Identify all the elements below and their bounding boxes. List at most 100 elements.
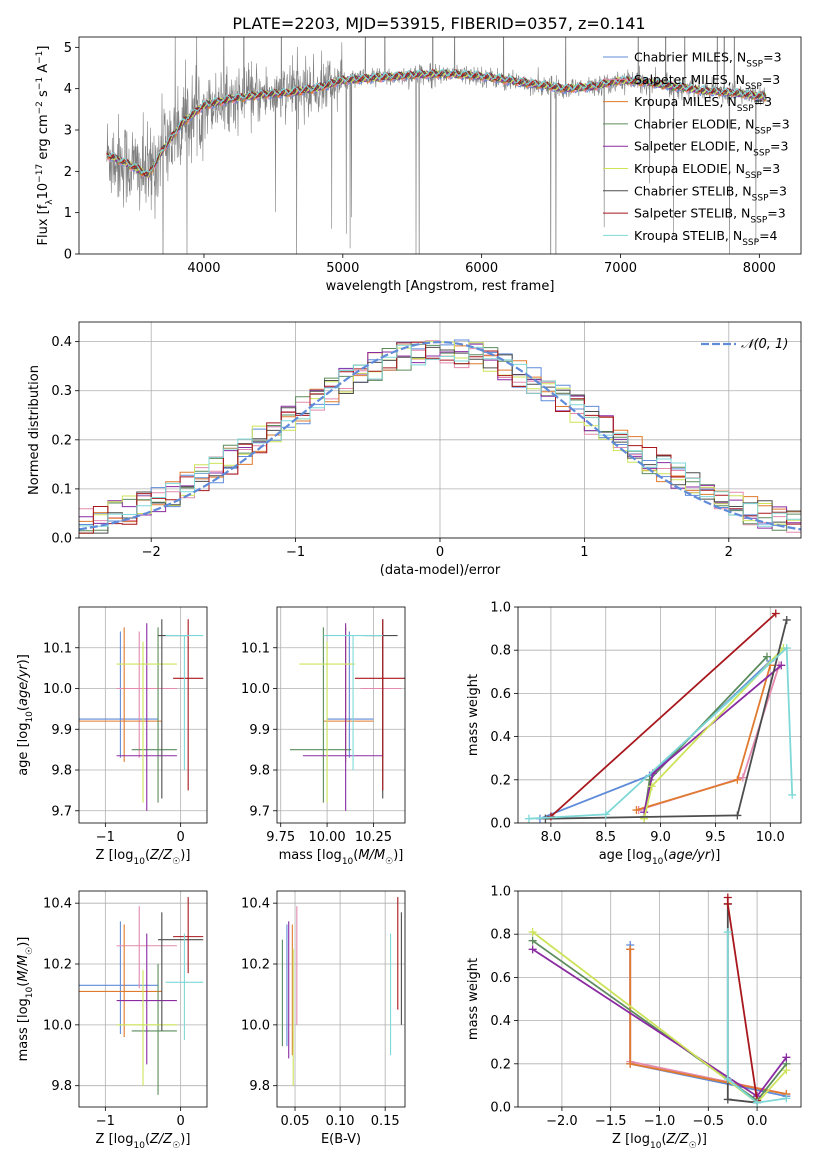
y-tick-label: 10.0	[241, 682, 270, 697]
y-tick-label: 0.4	[51, 335, 72, 350]
grid	[518, 607, 801, 823]
panel-massweight_vs_Z: −2.0 −1.5 −1.0 −0.5 0.0 0.0 0.2 0.4 0.6 0.8 1.0 Z […	[466, 885, 802, 1151]
y-tick-label: 10.1	[43, 641, 72, 656]
legend-label-part: SSP	[742, 238, 759, 248]
legend: 𝒩(0, 1)	[701, 337, 788, 352]
legend-label-part: =3	[770, 139, 788, 154]
x-axis-label-part: (	[661, 1132, 666, 1147]
y-axis-label-part: )]	[16, 654, 31, 664]
x-axis-label-part: Z/Z	[149, 1132, 173, 1147]
y-tick-label: 0	[64, 248, 72, 263]
legend-label-part: SSP	[754, 126, 771, 136]
marker-kroupa_miles	[626, 945, 635, 954]
legend-label-part: SSP	[745, 82, 762, 92]
legend-label-part: =3	[762, 161, 780, 176]
y-tick-label: 1	[64, 206, 72, 221]
histogram-kroupa_stelib	[79, 344, 801, 527]
x-tick-label: −2	[142, 545, 161, 560]
legend-label-part: SSP	[746, 60, 763, 70]
axes-frame	[78, 890, 208, 1108]
y-tick-label: 0.2	[490, 773, 511, 788]
plot-area	[518, 891, 801, 1107]
x-tick-label: 1	[580, 545, 588, 560]
legend-label-part: SSP	[745, 171, 762, 181]
y-tick-label: 0.8	[490, 644, 511, 659]
x-tick-label: 8.0	[541, 830, 562, 845]
grid	[277, 891, 405, 1107]
marker-salpeter_elodie	[528, 945, 537, 954]
x-axis-label-part: )]	[697, 1132, 707, 1147]
legend-label-part: Kroupa MILES, N	[634, 94, 737, 109]
y-tick-label: 0.6	[490, 687, 511, 702]
panel-massweight_vs_age: 8.0 8.5 9.0 9.5 10.0 0.0 0.2 0.4 0.6 0.8 1.0 age [l…	[466, 601, 802, 867]
x-tick-label: −2.0	[546, 1114, 578, 1129]
marker-kroupa_stelib	[753, 1098, 762, 1107]
x-axis-label-part: )]	[180, 1132, 190, 1147]
plot-area	[277, 607, 405, 823]
x-tick-label: 0.05	[281, 1114, 310, 1129]
plot-area	[79, 891, 207, 1107]
axes-frame	[276, 890, 406, 1108]
legend-label: Chabrier ELODIE, NSSP=3	[634, 116, 790, 136]
x-axis-label-part: )]	[180, 848, 190, 863]
legend-label-part: SSP	[737, 104, 754, 114]
marker-kroupa_stelib	[788, 790, 797, 799]
legend-label-part: =3	[763, 50, 781, 65]
axes-frame	[78, 321, 802, 539]
y-axis-label: mass [log10(M/M☉)]	[16, 937, 35, 1062]
x-axis-label-part: mass [log	[279, 848, 342, 863]
line-salpeter_stelib	[550, 612, 777, 818]
y-tick-label: 4	[64, 82, 72, 97]
x-tick-label: 8000	[743, 261, 776, 276]
y-axis-label-part: 10	[25, 711, 35, 723]
y-axis-label-part: −1	[35, 77, 45, 90]
y-tick-label: 9.7	[51, 804, 72, 819]
x-axis-label-part: ☉	[689, 1141, 697, 1151]
x-tick-label: 10.00	[308, 830, 345, 845]
x-axis-label-part: (	[145, 1132, 150, 1147]
legend-label-part: Chabrier ELODIE, N	[634, 116, 754, 131]
y-tick-label: 0.1	[51, 482, 72, 497]
y-axis-label-part: M/M	[16, 955, 31, 982]
y-axis-label-part: age/yr	[16, 663, 31, 706]
plot-area	[79, 322, 801, 538]
y-tick-label: 9.8	[249, 764, 270, 779]
y-tick-label: 0.3	[51, 384, 72, 399]
legend-label: Kroupa STELIB, NSSP=4	[634, 228, 778, 248]
x-axis-label-part: ☉	[172, 857, 180, 867]
legend-label-part: =3	[767, 206, 785, 221]
x-axis-label-part: (	[663, 848, 668, 863]
legend-label-part: Salpeter ELODIE, N	[634, 139, 753, 154]
marker-chabrier_stelib	[782, 615, 791, 624]
x-tick-label: 0.0	[747, 1114, 768, 1129]
x-axis-label-part: Z [log	[96, 1132, 134, 1147]
x-axis-label: Z [log10(Z/Z☉)]	[96, 848, 191, 867]
grid	[79, 891, 207, 1107]
y-tick-label: 9.8	[51, 1079, 72, 1094]
marker-kroupa_miles	[632, 806, 641, 815]
y-axis-label-part: −1	[35, 51, 45, 64]
line-kroupa_elodie	[643, 647, 785, 819]
y-tick-label: 10.2	[241, 958, 270, 973]
marker-kroupa_elodie	[647, 782, 656, 791]
y-tick-label: 0.0	[51, 532, 72, 547]
marker-kroupa_miles	[733, 775, 742, 784]
legend-label-part: SSP	[753, 149, 770, 159]
y-axis-label-part: 10	[36, 183, 51, 200]
marker-kroupa_stelib	[723, 928, 732, 937]
x-axis-label-part: Z [log	[612, 1132, 650, 1147]
plot-area	[277, 891, 405, 1107]
legend-label-part: Chabrier MILES, N	[634, 50, 746, 65]
marker-chabrier_stelib	[723, 1095, 732, 1104]
y-axis-label-part: −2	[35, 101, 45, 114]
line-salpeter_stelib	[726, 897, 758, 1101]
x-axis-label-part: E(B-V)	[321, 1132, 361, 1147]
marker-kroupa_elodie	[528, 928, 537, 937]
panel-mass_vs_ebv: 0.05 0.10 0.15 9.8 10.0 10.2 10.4 E(B-V)	[241, 890, 406, 1147]
y-axis-label-part: 10	[25, 986, 35, 998]
model-spectrum-kroupa_stelib	[106, 68, 767, 175]
y-axis-label-part: erg cm	[36, 114, 51, 163]
y-tick-label: 2	[64, 165, 72, 180]
x-axis-label-part: ☉	[385, 857, 393, 867]
